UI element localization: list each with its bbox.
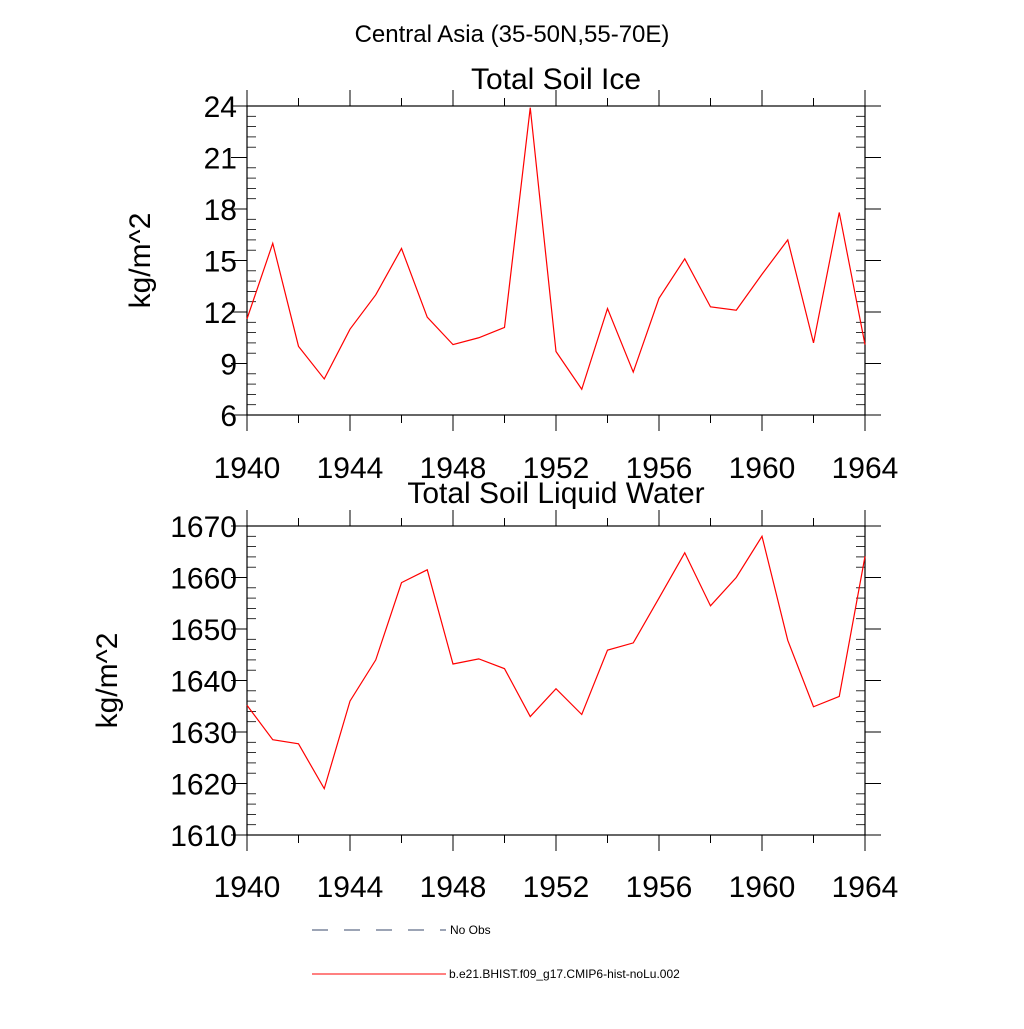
y-tick-label: 1630 xyxy=(170,717,237,750)
legend-label-1: No Obs xyxy=(450,923,491,937)
y-tick-label: 24 xyxy=(204,91,237,124)
x-tick-label: 1952 xyxy=(523,452,590,485)
y-tick-label: 6 xyxy=(220,400,237,433)
y-tick-label: 1660 xyxy=(170,563,237,596)
y-tick-label: 18 xyxy=(204,194,237,227)
x-tick-label: 1956 xyxy=(626,871,693,904)
y-tick-label: 15 xyxy=(204,246,237,279)
x-tick-label: 1960 xyxy=(729,452,796,485)
plot-frame xyxy=(246,525,866,836)
x-tick-label: 1940 xyxy=(214,452,281,485)
series-line-1 xyxy=(246,534,866,791)
x-tick-label: 1956 xyxy=(626,452,693,485)
y-tick-label: 12 xyxy=(204,297,237,330)
x-tick-label: 1940 xyxy=(214,871,281,904)
figure-title: Central Asia (35-50N,55-70E) xyxy=(355,21,670,48)
y-tick-label: 1670 xyxy=(170,511,237,544)
x-tick-label: 1944 xyxy=(317,871,384,904)
x-tick-label: 1960 xyxy=(729,871,796,904)
x-tick-label: 1964 xyxy=(832,452,899,485)
x-tick-label: 1952 xyxy=(523,871,590,904)
x-tick-label: 1944 xyxy=(317,452,384,485)
y-tick-label: 1620 xyxy=(170,769,237,802)
y-tick-label: 1650 xyxy=(170,614,237,647)
x-tick-label: 1964 xyxy=(832,871,899,904)
y-tick-label: 9 xyxy=(220,349,237,382)
legend-label-2: b.e21.BHIST.f09_g17.CMIP6-hist-noLu.002 xyxy=(449,967,680,981)
chart-panel-2: Total Soil Liquid Water kg/m^2 1940 1944 194… xyxy=(91,477,898,904)
x-tick-label: 1948 xyxy=(420,871,487,904)
y-tick-label: 21 xyxy=(204,143,237,176)
legend: No Obs b.e21.BHIST.f09_g17.CMIP6-hist-noL… xyxy=(312,923,680,981)
y-axis-label: kg/m^2 xyxy=(91,633,124,729)
y-tick-label: 1640 xyxy=(170,666,237,699)
x-tick-label: 1948 xyxy=(420,452,487,485)
series-line-1 xyxy=(246,107,866,391)
y-axis-label: kg/m^2 xyxy=(124,213,157,309)
chart-title: Total Soil Liquid Water xyxy=(407,477,704,510)
y-tick-label: 1610 xyxy=(170,820,237,853)
